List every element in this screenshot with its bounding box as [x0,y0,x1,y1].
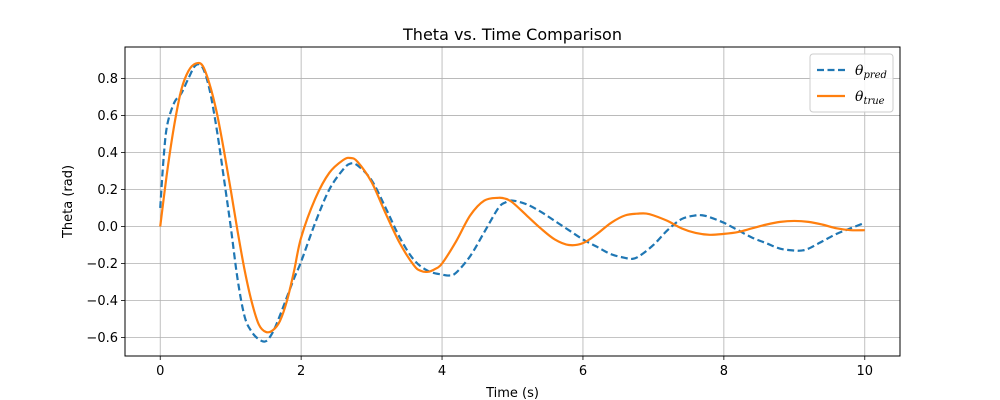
x-tick-label: 8 [720,364,728,379]
axis-ticks: 0 2 4 6 8 10 −0.6 −0.4 −0.2 0.0 0.2 0.4 0.6 0.8 [86,72,873,379]
y-tick-label: −0.4 [86,294,118,309]
y-tick-label: 0.0 [97,220,118,235]
legend-subscript: pred [863,70,887,81]
y-tick-label: 0.4 [97,146,118,161]
grid [125,47,900,356]
y-tick-label: 0.6 [97,109,118,124]
legend-symbol: θ [855,89,864,105]
plot-frame [124,46,901,357]
series-line-true [159,61,865,334]
y-tick-label: −0.6 [86,331,118,346]
chart-title: Theta vs. Time Comparison [402,25,622,44]
legend-label-pred: θpred [855,63,887,81]
x-tick-label: 6 [579,364,587,379]
x-tick-label: 0 [156,364,164,379]
x-tick-label: 4 [438,364,446,379]
x-tick-label: 10 [856,364,873,379]
y-tick-label: −0.2 [86,257,118,272]
series-line-pred [159,63,866,343]
y-tick-label: 0.8 [97,72,118,87]
x-tick-label: 2 [297,364,305,379]
legend-box [809,53,894,113]
x-axis-label: Time (s) [485,386,539,400]
legend-symbol: θ [855,63,864,79]
y-tick-label: 0.2 [97,183,118,198]
legend-label-true: θtrue [855,89,885,107]
legend-subscript: true [863,96,884,107]
y-axis-label: Theta (rad) [61,165,76,239]
series-lines [159,61,866,343]
